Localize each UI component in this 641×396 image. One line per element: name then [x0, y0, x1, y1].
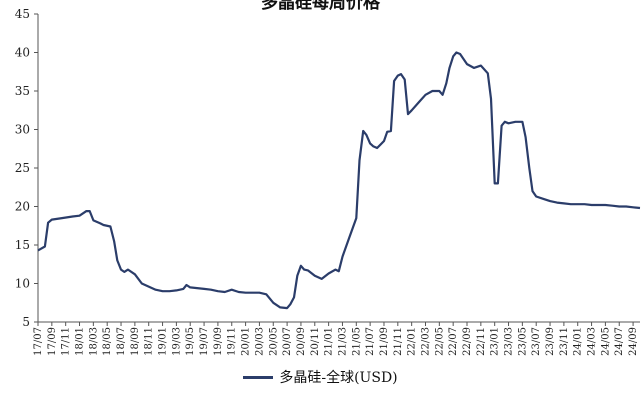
y-tick-label: 15	[15, 238, 30, 252]
series-group	[37, 51, 641, 310]
x-tick-label: 23/11	[559, 327, 570, 356]
x-tick-label: 24/01	[573, 327, 584, 356]
x-tick-label: 21/09	[379, 327, 390, 356]
chart-title: 多晶硅每周价格	[261, 0, 380, 13]
x-tick-label: 18/09	[130, 327, 141, 356]
y-tick-label: 35	[15, 84, 30, 98]
x-tick-label: 19/09	[213, 327, 224, 356]
y-tick-label: 25	[15, 161, 30, 175]
x-tick-label: 17/09	[47, 327, 58, 356]
y-tick-label: 45	[15, 7, 30, 21]
x-tick-label: 18/07	[116, 327, 127, 356]
x-tick-label: 22/03	[420, 327, 431, 356]
x-tick-label: 24/05	[600, 327, 611, 356]
x-tick-label: 17/11	[61, 327, 72, 356]
x-tick-label: 21/11	[393, 327, 404, 356]
x-tick-label: 20/11	[310, 327, 321, 356]
x-tick-label: 22/05	[434, 327, 445, 356]
x-tick-label: 22/07	[448, 327, 459, 356]
x-tick-label: 23/05	[517, 327, 528, 356]
y-axis-ticks: 5 10 15 20 25 30 35 40 45	[15, 7, 38, 329]
x-tick-label: 21/05	[351, 327, 362, 356]
x-tick-label: 20/07	[282, 327, 293, 356]
x-tick-label: 20/01	[241, 327, 252, 356]
x-tick-label: 23/03	[504, 327, 515, 356]
x-tick-label: 20/09	[296, 327, 307, 356]
y-tick-label: 30	[15, 123, 30, 137]
x-tick-label: 19/05	[185, 327, 196, 356]
x-tick-label: 24/07	[614, 327, 625, 356]
x-tick-label: 18/01	[75, 327, 86, 356]
x-tick-label: 21/01	[324, 327, 335, 356]
x-axis-ticks: 17/07 17/09 17/11 18/01 18/03 18/05 18/07 18/09…	[33, 322, 639, 356]
x-tick-label: 24/03	[587, 327, 598, 356]
y-tick-label: 5	[22, 315, 30, 329]
x-tick-label: 19/01	[158, 327, 169, 356]
x-tick-label: 23/09	[545, 327, 556, 356]
x-tick-label: 20/05	[268, 327, 279, 356]
legend-swatch	[243, 375, 274, 379]
x-tick-label: 22/09	[462, 327, 473, 356]
legend: 多晶硅-全球(USD)	[0, 367, 641, 387]
x-tick-label: 18/03	[88, 327, 99, 356]
y-tick-label: 10	[15, 277, 30, 291]
x-tick-label: 18/05	[102, 327, 113, 356]
y-tick-label: 20	[15, 200, 30, 214]
x-tick-label: 23/07	[531, 327, 542, 356]
x-tick-label: 19/11	[227, 327, 238, 356]
x-tick-label: 18/11	[144, 327, 155, 356]
x-tick-label: 19/07	[199, 327, 210, 356]
x-tick-label: 20/03	[254, 327, 265, 356]
x-tick-label: 21/03	[337, 327, 348, 356]
x-tick-label: 23/01	[490, 327, 501, 356]
x-tick-label: 19/03	[171, 327, 182, 356]
x-tick-label: 22/11	[476, 327, 487, 356]
y-tick-label: 40	[15, 46, 30, 60]
x-tick-label: 21/07	[365, 327, 376, 356]
x-tick-label: 17/07	[33, 327, 44, 356]
legend-label: 多晶硅-全球(USD)	[279, 370, 398, 386]
series-line-0	[37, 51, 641, 310]
x-tick-label: 22/01	[407, 327, 418, 356]
x-tick-label: 24/09	[628, 327, 639, 356]
axes	[37, 14, 640, 323]
